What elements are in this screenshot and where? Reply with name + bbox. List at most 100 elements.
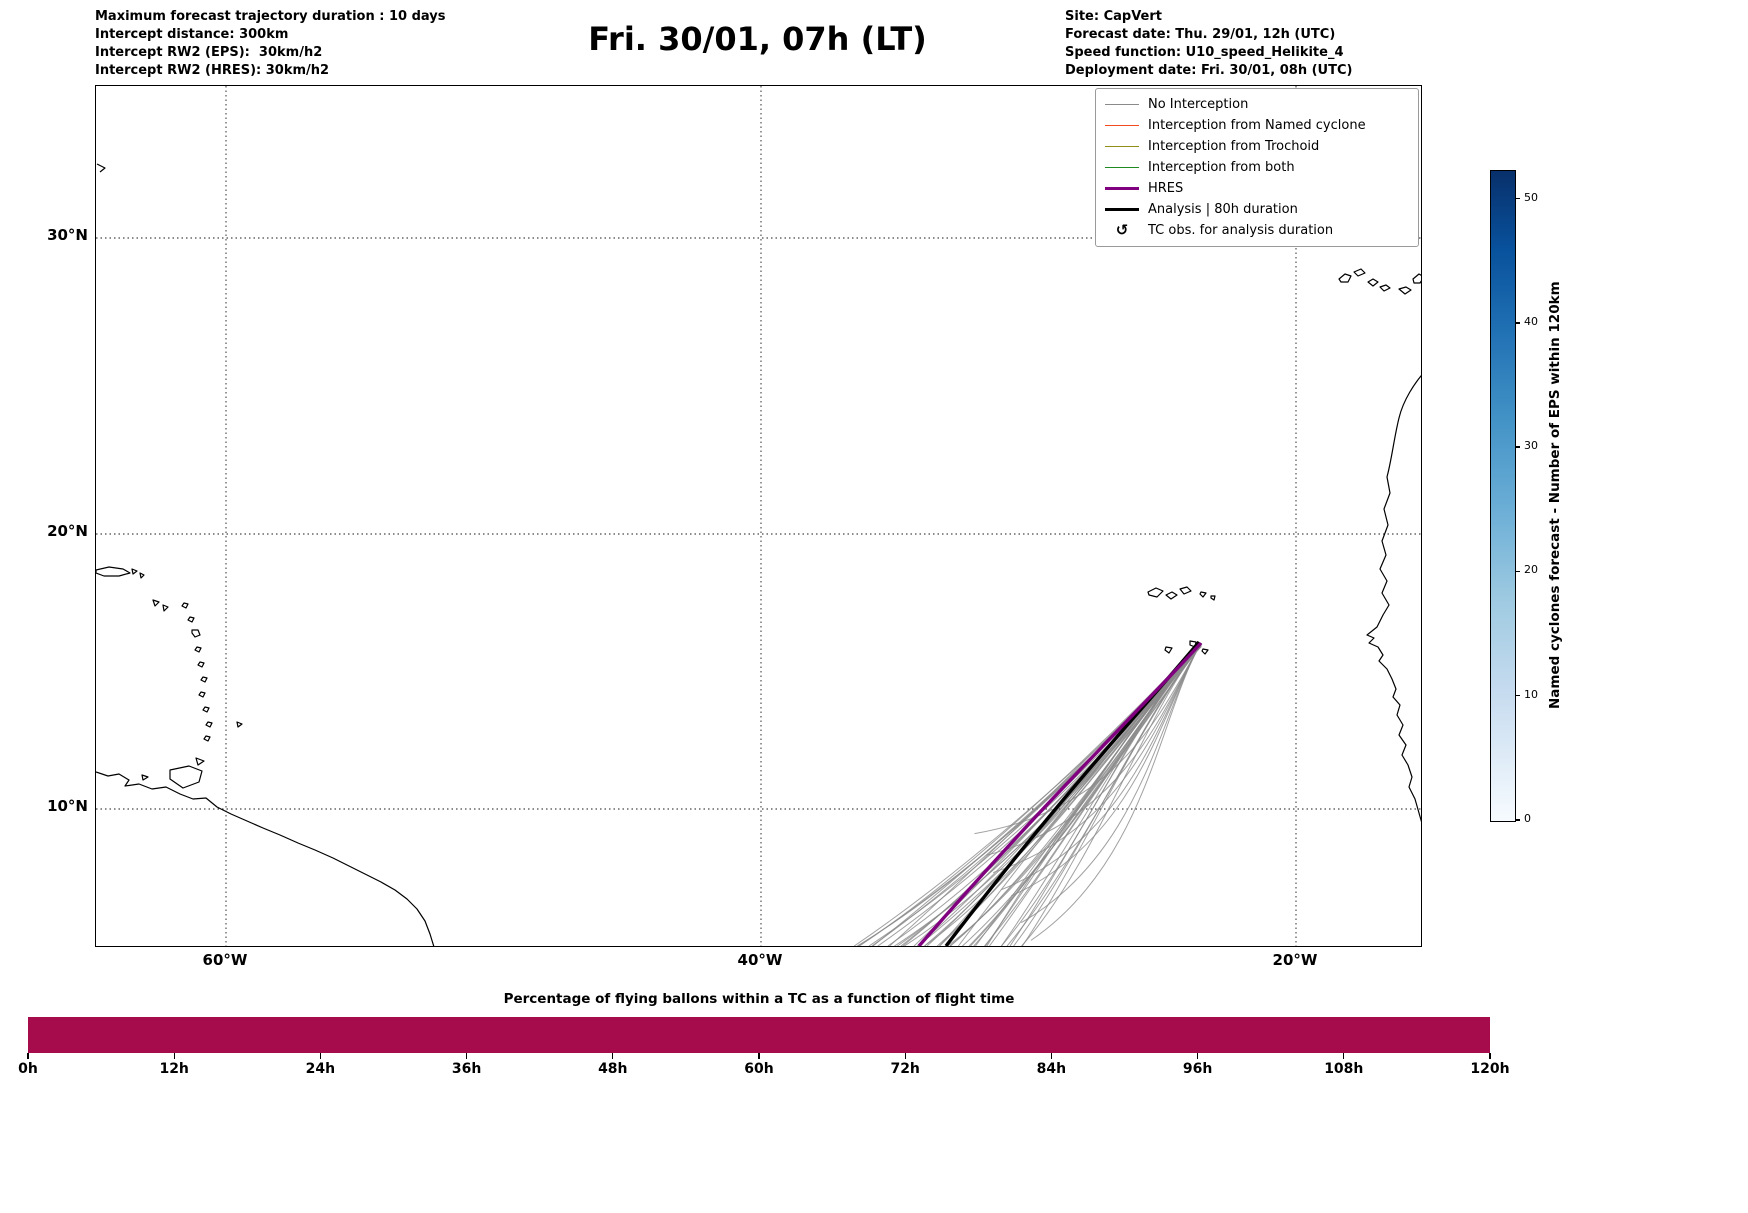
colorbar-tick-40 [1515,322,1520,324]
ensemble-trajectory-line [1009,642,1203,946]
flight-time-label-12h: 12h [159,1061,189,1077]
ensemble-trajectory-line [871,642,1199,946]
purple-line-icon [1105,186,1139,191]
flight-time-tick-60h [758,1053,760,1059]
colorbar-tick-10 [1515,695,1520,697]
orangered-line-icon-line [1105,124,1139,127]
ensemble-trajectory-line [859,642,1201,946]
ensemble-trajectory-line [894,644,1200,946]
header-left-line-3: Intercept RW2 (HRES): 30km/h2 [95,63,330,78]
flight-time-tick-36h [466,1053,468,1059]
ensemble-trajectory-line [858,644,1202,946]
gray-line-icon [1105,103,1139,106]
green-line-icon [1105,166,1139,169]
ensemble-trajectory-line [974,644,1201,835]
flight-time-tick-0h [27,1053,29,1059]
flight-time-label-108h: 108h [1324,1061,1364,1077]
colorbar-tick-0 [1515,819,1520,821]
flight-time-tick-12h [173,1053,175,1059]
colorbar-tick-30 [1515,446,1520,448]
gray-line-icon-line [1105,103,1139,106]
header-left-line-2: Intercept RW2 (EPS): 30km/h2 [95,45,323,60]
purple-line-icon-line [1105,186,1139,191]
tc-percentage-strip [28,1017,1490,1053]
map-legend: No Interception Interception from Named c… [1095,88,1419,247]
olive-line-icon-line [1105,145,1139,148]
lon-tick-label-2: 20°W [1272,951,1318,969]
legend-item-1: Interception from Named cyclone [1105,115,1409,136]
graticule [96,86,1421,946]
bermuda-coast [96,163,106,173]
flight-time-label-96h: 96h [1182,1061,1213,1077]
flight-time-label-24h: 24h [305,1061,336,1077]
trinidad-coast [169,765,203,789]
flight-time-label-72h: 72h [890,1061,920,1077]
colorbar-tick-label-50: 50 [1524,190,1538,204]
ensemble-trajectory-line [1021,644,1201,924]
lon-tick-label-1: 40°W [737,951,783,969]
hres-trajectory [917,641,1203,946]
flight-time-tick-108h [1343,1053,1345,1059]
legend-item-5: Analysis | 80h duration [1105,199,1409,220]
legend-item-6: ↺ TC obs. for analysis duration [1105,220,1409,241]
canary-islands [1338,268,1421,295]
page-title: Fri. 30/01, 07h (LT) [588,20,927,58]
header-left-line-0: Maximum forecast trajectory duration : 1… [95,9,446,24]
map-canvas [96,86,1421,946]
orangered-line-icon [1105,124,1139,127]
colorbar-tick-20 [1515,570,1520,573]
ensemble-trajectories [853,642,1203,946]
colorbar-label: Named cyclones forecast - Number of EPS … [1547,281,1563,709]
ensemble-trajectory-line [1011,644,1201,897]
colorbar-tick-label-20: 20 [1524,563,1538,577]
ensemble-trajectory-line [868,643,1199,946]
flight-time-label-60h: 60h [744,1061,774,1077]
header-left-line-1: Intercept distance: 300km [95,27,289,42]
colorbar [1490,170,1516,822]
lat-tick-label-0: 30°N [47,226,88,244]
flight-time-label-84h: 84h [1036,1061,1067,1077]
ensemble-trajectory-line [1001,644,1199,946]
colorbar-tick-50 [1515,197,1520,200]
lon-tick-label-0: 60°W [202,951,248,969]
green-line-icon-line [1105,166,1139,169]
flight-time-label-120h: 120h [1470,1061,1510,1077]
africa-coastline [1366,375,1421,823]
legend-label: Analysis | 80h duration [1148,202,1298,217]
ensemble-trajectory-line [986,644,1201,946]
legend-label: TC obs. for analysis duration [1148,223,1334,238]
flight-time-tick-84h [1050,1053,1052,1059]
barbados-coast [236,721,243,728]
legend-item-4: HRES [1105,178,1409,199]
legend-label: Interception from Named cyclone [1148,118,1366,133]
legend-item-3: Interception from both [1105,157,1409,178]
flight-time-tick-72h [904,1053,906,1059]
colorbar-tick-label-40: 40 [1524,314,1538,328]
ensemble-trajectory-line [1021,644,1202,946]
legend-label: No Interception [1148,97,1249,112]
flight-time-tick-96h [1197,1053,1199,1059]
caribbean-islands [96,566,243,789]
legend-item-2: Interception from Trochoid [1105,136,1409,157]
ensemble-trajectory-line [1021,644,1202,946]
legend-label: HRES [1148,181,1184,196]
puerto-rico-coast [96,566,131,577]
ensemble-trajectory-line [853,646,1201,946]
cape-verde-islands [1147,586,1216,655]
flight-time-label-48h: 48h [598,1061,628,1077]
header-right-line-3: Deployment date: Fri. 30/01, 08h (UTC) [1065,63,1353,78]
flight-time-label-0h: 0h [18,1061,38,1077]
lat-tick-label-1: 20°N [47,522,88,540]
legend-label: Interception from Trochoid [1148,139,1320,154]
legend-item-0: No Interception [1105,94,1409,115]
colorbar-tick-label-0: 0 [1524,812,1531,825]
black-line-icon [1105,207,1139,212]
header-left: Maximum forecast trajectory duration : 1… [95,8,446,80]
flight-time-tick-120h [1489,1053,1491,1059]
black-line-icon-line [1105,207,1139,212]
header-right: Site: CapVert Forecast date: Thu. 29/01, … [1065,8,1352,80]
margarita-coast [141,774,149,781]
header-right-line-1: Forecast date: Thu. 29/01, 12h (UTC) [1065,27,1336,42]
colorbar-tick-label-30: 30 [1524,439,1538,453]
bottom-chart-title: Percentage of flying ballons within a TC… [503,991,1015,1007]
